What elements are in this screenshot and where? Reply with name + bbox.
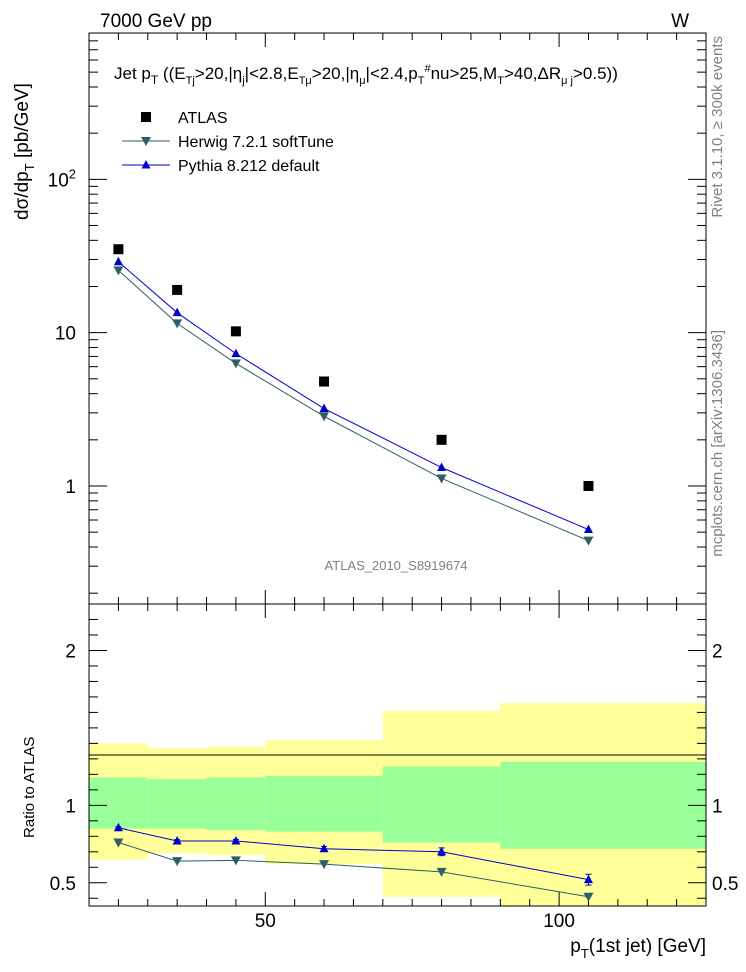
- inner-band-bin: [206, 777, 266, 831]
- y-tick-label: 10: [55, 324, 76, 345]
- inner-band-bin: [265, 775, 383, 832]
- chart-marks: [113, 244, 594, 902]
- x-tick-label: 100: [543, 911, 575, 932]
- ratio-data-point: [583, 874, 593, 884]
- ratio-y-tick-label: 0.5: [50, 874, 76, 895]
- ratio-data-point: [583, 892, 594, 902]
- ratio-y-tick-label-right: 1: [712, 796, 723, 817]
- inner-band-bin: [89, 777, 148, 829]
- rivet-label: Rivet 3.1.10, ≥ 300k events: [709, 36, 726, 218]
- main-data-point: [113, 256, 123, 266]
- main-y-axis-label: dσ/dpT [pb/GeV]: [12, 83, 37, 220]
- legend-marker: [141, 137, 151, 146]
- ratio-series-line: [118, 842, 589, 898]
- main-data-point: [319, 412, 330, 422]
- main-data-point: [437, 462, 447, 472]
- mcplots-label: mcplots.cern.ch [arXiv:1306.3436]: [709, 330, 726, 557]
- ratio-data-point: [230, 856, 241, 866]
- ratio-y-axis-label: Ratio to ATLAS: [21, 737, 38, 838]
- y-tick-label: 1: [65, 477, 76, 498]
- chart-title: Jet pT ((ETj>20,|ηj|<2.8,ETμ>20,|ημ|<2.4…: [114, 63, 618, 87]
- main-data-point: [583, 524, 593, 534]
- ratio-data-point: [172, 835, 182, 845]
- main-data-point: [436, 474, 447, 484]
- ratio-y-tick-label-right: 0.5: [712, 874, 738, 895]
- tick-labels: 50 100 1 10 102 0.5 0.5 1 1 2 2: [48, 166, 739, 932]
- main-data-point: [172, 319, 183, 329]
- main-data-point: [231, 348, 241, 358]
- legend-label: ATLAS: [178, 110, 228, 127]
- ratio-series-line: [118, 827, 589, 881]
- main-data-point: [230, 326, 241, 337]
- ratio-data-point: [319, 860, 330, 870]
- main-series-line: [118, 269, 589, 542]
- analysis-watermark: ATLAS_2010_S8919674: [325, 558, 468, 573]
- main-data-point: [319, 376, 330, 387]
- ratio-y-tick-label: 2: [65, 641, 76, 662]
- axis-ticks: [88, 32, 707, 906]
- y-tick-label: 102: [48, 166, 76, 191]
- main-data-point: [113, 244, 124, 255]
- inner-band-bin: [147, 779, 207, 829]
- ratio-y-tick-label-right: 2: [712, 641, 723, 662]
- main-data-point: [583, 480, 594, 491]
- main-data-point: [172, 307, 182, 317]
- energy-label: 7000 GeV pp: [100, 11, 212, 32]
- inner-band-bin: [382, 766, 501, 843]
- x-axis-label: pT(1st jet) [GeV]: [570, 936, 706, 961]
- ratio-data-point: [113, 822, 123, 832]
- main-data-point: [436, 434, 447, 445]
- legend-label: Herwig 7.2.1 softTune: [178, 134, 334, 151]
- x-tick-label: 50: [255, 911, 276, 932]
- legend-marker: [141, 160, 151, 169]
- main-data-point: [113, 266, 124, 276]
- ratio-data-point: [437, 846, 447, 856]
- ratio-panel-frame: [88, 603, 707, 907]
- ratio-data-point: [436, 867, 447, 877]
- legend-label: Pythia 8.212 default: [178, 158, 320, 175]
- inner-band-bin: [500, 761, 706, 849]
- main-data-point: [230, 359, 241, 369]
- ratio-y-tick-label: 1: [65, 796, 76, 817]
- ratio-data-point: [172, 857, 183, 867]
- ratio-data-point: [319, 843, 329, 853]
- ratio-bands: [89, 703, 706, 906]
- legend-marker: [141, 112, 151, 122]
- main-data-point: [319, 403, 329, 413]
- main-data-point: [583, 536, 594, 546]
- main-data-point: [172, 284, 183, 295]
- ratio-data-point: [113, 838, 124, 848]
- ratio-data-point: [231, 835, 241, 845]
- legend: ATLAS Herwig 7.2.1 softTune Pythia 8.212 d…: [122, 110, 334, 175]
- process-label: W: [671, 11, 689, 32]
- main-series-line: [118, 261, 589, 531]
